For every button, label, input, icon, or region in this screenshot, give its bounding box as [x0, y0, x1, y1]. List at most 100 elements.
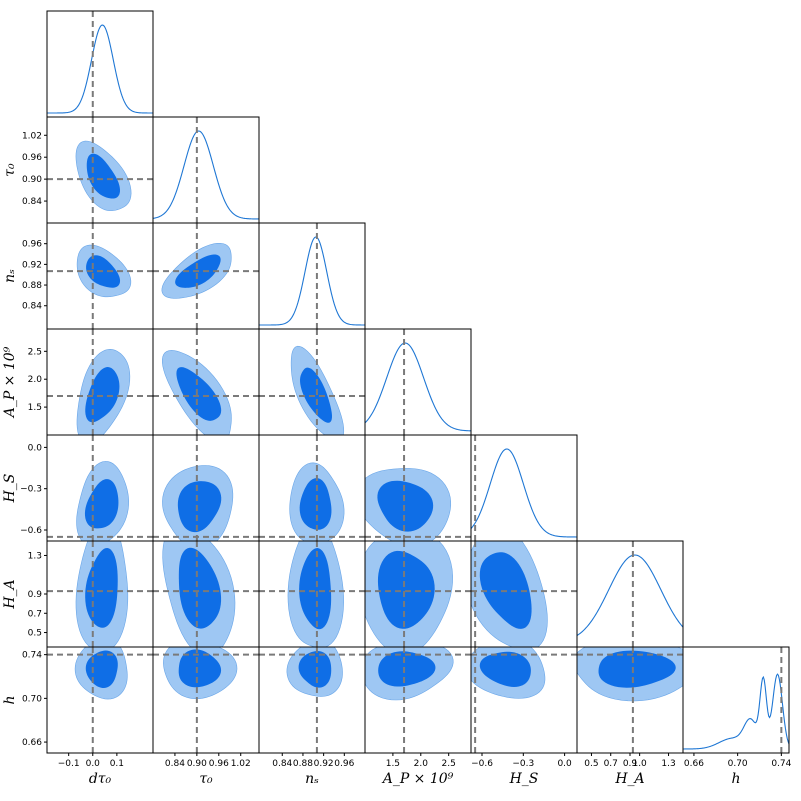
panel-HA-tau0 — [153, 541, 259, 647]
x-tick-label: 0.0 — [86, 759, 101, 769]
x-axis-label-dtau0: dτ₀ — [89, 771, 112, 787]
panel-frame — [364, 328, 472, 436]
y-tick-label: 0.9 — [28, 590, 43, 600]
x-axis-label-HS: H_S — [509, 771, 539, 787]
panel-frame — [682, 646, 790, 754]
y-tick-label: 0.7 — [28, 609, 42, 619]
contour-68-AP-dtau0 — [85, 367, 120, 423]
y-tick-label: 0.96 — [22, 240, 42, 250]
panel-AP-tau0 — [153, 329, 259, 435]
panel-AP-AP — [365, 329, 471, 435]
x-tick-label: 0.74 — [771, 759, 791, 769]
marginal-curve-HA — [577, 554, 683, 637]
contour-68-h-HA — [598, 650, 676, 688]
marginal-curve-AP — [365, 342, 471, 432]
x-tick-label: 0.5 — [584, 759, 598, 769]
y-axis-label-HS: H_S — [2, 474, 18, 504]
y-tick-label: 1.3 — [28, 551, 42, 561]
contour-68-h-dtau0 — [85, 650, 118, 688]
panel-dtau0-dtau0 — [47, 11, 153, 117]
panel-HS-tau0 — [153, 435, 259, 541]
y-tick-label: 1.5 — [28, 403, 42, 413]
panel-ns-tau0 — [153, 223, 259, 329]
y-axis-label-tau0: τ₀ — [2, 163, 18, 177]
contour-68-HS-ns — [299, 478, 332, 530]
y-axis-label-HA: H_A — [2, 579, 18, 609]
contour-68-tau0-dtau0 — [86, 153, 120, 199]
panel-h-HS — [471, 647, 577, 753]
contour-68-h-tau0 — [178, 649, 222, 688]
x-tick-label: 0.70 — [728, 759, 748, 769]
panel-h-ns — [259, 647, 365, 753]
panel-frame — [470, 434, 578, 542]
x-tick-label: 0.0 — [557, 759, 572, 769]
contour-68-HA-AP — [377, 550, 435, 629]
x-axis-label-HA: H_A — [614, 771, 644, 787]
panel-ns-dtau0 — [47, 223, 153, 329]
marginal-curve-tau0 — [153, 130, 259, 220]
contour-68-AP-ns — [300, 367, 332, 423]
x-tick-label: 0.7 — [604, 759, 618, 769]
panel-AP-dtau0 — [47, 329, 153, 435]
panel-HS-ns — [259, 435, 365, 541]
panel-HS-dtau0 — [47, 435, 153, 541]
y-tick-label: −0.6 — [20, 526, 42, 536]
x-tick-label: 0.84 — [165, 759, 185, 769]
marginal-curve-ns — [259, 236, 365, 326]
x-axis-label-AP: A_P × 10⁹ — [381, 771, 454, 787]
panel-tau0-tau0 — [153, 117, 259, 223]
y-tick-label: 0.0 — [28, 443, 43, 453]
x-tick-label: 1.0 — [632, 759, 647, 769]
y-tick-label: 0.5 — [28, 629, 42, 639]
x-tick-label: 0.90 — [187, 759, 207, 769]
panel-HA-HS — [471, 541, 577, 647]
x-tick-label: 0.92 — [314, 759, 334, 769]
contour-68-AP-tau0 — [176, 367, 222, 421]
panel-HA-AP — [365, 541, 471, 647]
x-tick-label: 2.0 — [414, 759, 429, 769]
y-tick-label: 0.90 — [22, 175, 42, 185]
y-axis-label-h: h — [2, 695, 18, 704]
x-axis-label-h: h — [731, 771, 740, 787]
x-axis-label-tau0: τ₀ — [199, 771, 213, 787]
x-tick-label: 0.96 — [334, 759, 354, 769]
x-tick-label: 1.5 — [386, 759, 400, 769]
x-tick-label: −0.6 — [471, 759, 493, 769]
panel-HA-dtau0 — [47, 541, 153, 647]
contour-68-h-HS — [479, 651, 531, 687]
y-tick-label: 0.92 — [22, 260, 42, 270]
panel-HS-HS — [471, 435, 577, 541]
x-tick-label: 0.1 — [110, 759, 124, 769]
contour-68-HS-AP — [377, 480, 434, 532]
y-tick-label: 0.66 — [22, 738, 42, 748]
panel-h-HA — [577, 647, 683, 753]
x-tick-label: 0.88 — [293, 759, 313, 769]
marginal-curve-dtau0 — [47, 24, 153, 114]
contour-68-ns-dtau0 — [86, 255, 121, 288]
x-tick-label: −0.1 — [58, 759, 80, 769]
y-tick-label: −0.3 — [20, 485, 42, 495]
y-tick-label: 0.74 — [22, 651, 42, 661]
panel-HA-ns — [259, 541, 365, 647]
x-tick-label: 0.9 — [623, 759, 638, 769]
contour-68-h-ns — [298, 651, 332, 688]
y-tick-label: 1.02 — [22, 131, 42, 141]
y-axis-label-AP: A_P × 10⁹ — [2, 346, 18, 419]
x-tick-label: 1.3 — [661, 759, 675, 769]
panel-tau0-dtau0 — [47, 117, 153, 223]
x-tick-label: 0.96 — [209, 759, 229, 769]
x-tick-label: 0.66 — [684, 759, 704, 769]
y-tick-label: 0.84 — [22, 302, 42, 312]
contour-68-HA-ns — [299, 548, 332, 630]
panel-HA-HA — [577, 541, 683, 647]
contour-68-HA-dtau0 — [85, 548, 118, 628]
panel-HS-AP — [365, 435, 471, 541]
y-tick-label: 0.84 — [22, 197, 42, 207]
marginal-curve-HS — [471, 448, 577, 538]
y-tick-label: 0.96 — [22, 153, 42, 163]
y-axis-label-ns: nₛ — [2, 269, 18, 283]
contour-68-HA-tau0 — [178, 547, 222, 629]
y-tick-label: 0.70 — [22, 694, 42, 704]
panel-h-h — [683, 647, 789, 753]
y-tick-label: 2.0 — [28, 375, 43, 385]
